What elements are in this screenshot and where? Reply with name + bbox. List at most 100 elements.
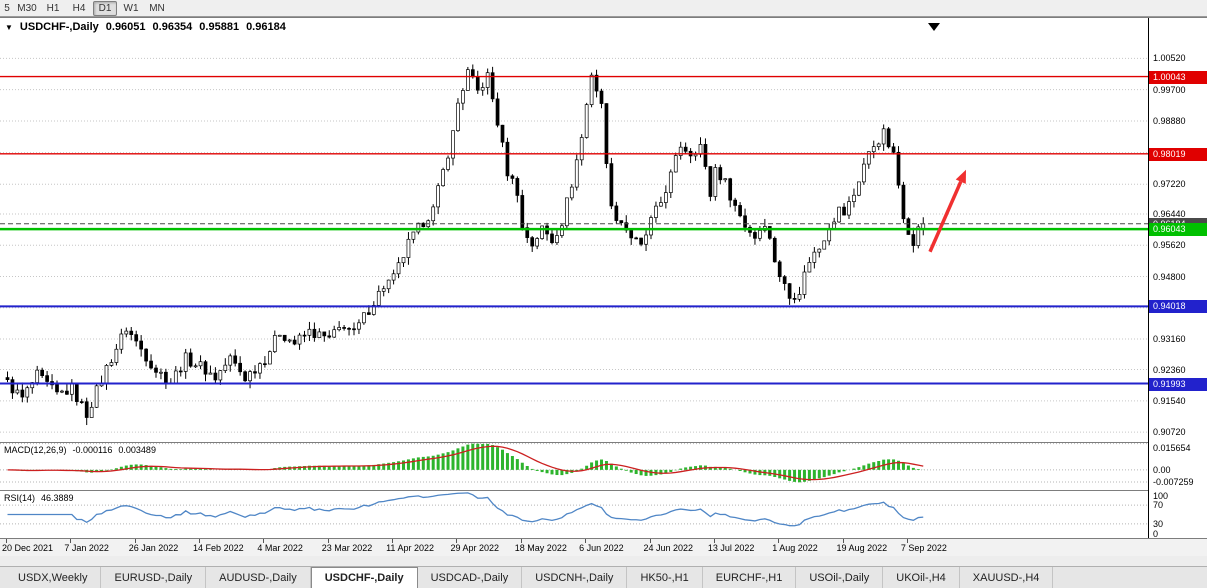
timeframe-button-w1[interactable]: W1 <box>123 2 139 14</box>
timeframe-button-h4[interactable]: H4 <box>72 2 86 14</box>
candle <box>65 390 69 395</box>
candle <box>173 370 178 384</box>
candle <box>129 330 134 335</box>
candle <box>332 329 337 338</box>
chart-tab-usdcad-daily[interactable]: USDCAD-,Daily <box>418 567 523 588</box>
candle <box>718 167 723 181</box>
candle <box>822 240 827 250</box>
chart-tab-eurchf-h1[interactable]: EURCHF-,H1 <box>703 567 797 588</box>
candle <box>203 361 208 375</box>
candle <box>198 361 203 367</box>
time-axis[interactable]: 20 Dec 2021 7 Jan 2022 26 Jan 2022 14 Feb 2… <box>0 538 1207 556</box>
candle <box>866 151 871 165</box>
candle <box>357 322 361 330</box>
pane-divider[interactable] <box>0 490 1207 491</box>
candle <box>248 371 252 382</box>
candle <box>84 401 89 418</box>
candle <box>89 406 94 418</box>
candle <box>411 231 416 240</box>
level-price-tag: 0.94018 <box>1149 300 1207 314</box>
macd-signal-line <box>7 445 924 481</box>
chart-tab-usdcnh-daily[interactable]: USDCNH-,Daily <box>522 567 628 588</box>
one-click-trading-icon[interactable]: ▼ <box>5 22 13 32</box>
candle <box>396 262 401 275</box>
date-label: 4 Mar 2022 <box>257 543 303 553</box>
level-price-tag: 1.00043 <box>1149 70 1207 84</box>
chart-tab-xauusd-h4[interactable]: XAUUSD-,H4 <box>960 567 1054 588</box>
chart-tab-usdx-weekly[interactable]: USDX,Weekly <box>5 567 102 588</box>
candle <box>703 144 708 167</box>
timeframe-button-h1[interactable]: H1 <box>46 2 60 14</box>
candle <box>139 340 143 350</box>
macd-axis-label: 0.015654 <box>1153 443 1191 453</box>
candle <box>906 218 911 235</box>
candle <box>183 352 188 372</box>
date-tick <box>70 539 72 543</box>
ohlc-close: 0.96184 <box>246 21 286 33</box>
macd-label: MACD(12,26,9) -0.000116 0.003489 <box>4 445 156 455</box>
date-label: 23 Mar 2022 <box>321 543 373 553</box>
candle <box>109 362 114 366</box>
date-label: 6 Jun 2022 <box>579 543 624 553</box>
timeframe-button-mn[interactable]: MN <box>149 2 165 14</box>
candle <box>35 369 40 383</box>
chart-tab-usdchf-daily[interactable]: USDCHF-,Daily <box>310 567 418 588</box>
candle <box>282 334 287 341</box>
timeframe-button-5[interactable]: 5 <box>4 2 10 14</box>
candle <box>871 146 876 153</box>
candle <box>817 248 822 253</box>
candle <box>253 371 257 374</box>
price-axis-label: 0.96440 <box>1153 208 1186 219</box>
date-tick <box>263 539 265 543</box>
chart-tab-hk50-h1[interactable]: HK50-,H1 <box>627 567 703 588</box>
candle <box>743 215 747 228</box>
chart-tab-usoil-daily[interactable]: USOil-,Daily <box>796 567 884 588</box>
trend-arrow[interactable] <box>928 180 963 253</box>
trend-arrow-head[interactable] <box>955 169 966 184</box>
candle <box>292 339 297 345</box>
chart-tab-ukoil-h4[interactable]: UKOil-,H4 <box>883 567 960 588</box>
date-label: 7 Jan 2022 <box>64 543 109 553</box>
candle <box>881 128 886 145</box>
macd-indicator-pane[interactable] <box>0 443 1148 490</box>
candle <box>857 181 861 196</box>
rsi-indicator-pane[interactable] <box>0 491 1148 538</box>
candle <box>74 383 79 402</box>
chart-shift-marker-icon[interactable] <box>928 23 940 31</box>
candle <box>644 234 648 245</box>
macd-value-signal: 0.003489 <box>118 445 156 455</box>
candle <box>258 363 262 374</box>
candle <box>629 229 634 239</box>
chart-tab-eurusd-daily[interactable]: EURUSD-,Daily <box>101 567 207 588</box>
rsi-axis-label: 100 <box>1153 491 1169 501</box>
ohlc-low: 0.95881 <box>199 21 240 33</box>
price-axis[interactable]: 1.00520 0.99700 0.98880 0.97220 0.96440 0.956… <box>1148 18 1207 539</box>
candle <box>119 333 124 350</box>
candle <box>268 351 272 365</box>
candle <box>515 178 520 196</box>
candle <box>787 283 792 299</box>
candle <box>193 365 198 368</box>
candle <box>777 261 782 278</box>
candle <box>812 251 817 263</box>
candlestick-chart[interactable] <box>0 18 1148 442</box>
timeframe-button-d1[interactable]: D1 <box>93 0 117 16</box>
timeframe-button-m30[interactable]: M30 <box>17 2 37 14</box>
rsi-axis-label: 30 <box>1153 518 1164 529</box>
candle <box>40 369 45 376</box>
candle <box>159 371 163 374</box>
candle <box>223 364 228 371</box>
chart-tab-audusd-daily[interactable]: AUDUSD-,Daily <box>206 567 311 588</box>
pane-divider[interactable] <box>0 442 1207 443</box>
candle <box>842 206 846 216</box>
candle <box>673 155 678 173</box>
candle <box>891 146 896 153</box>
candle <box>555 235 559 244</box>
candle <box>886 128 891 148</box>
rsi-axis-label: 0 <box>1153 529 1159 539</box>
date-tick <box>6 539 7 543</box>
date-tick <box>392 539 394 543</box>
candle <box>911 234 916 246</box>
chart-window: ▼ USDCHF-,Daily 0.96051 0.96354 0.95881 … <box>0 17 1207 588</box>
